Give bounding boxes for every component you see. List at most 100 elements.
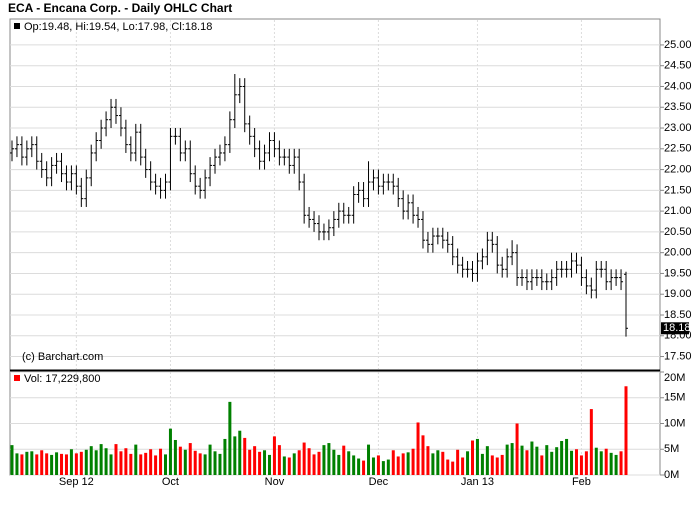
y-tick-label: 23.50 [664,101,692,113]
x-tick-label: Feb [572,476,591,488]
volume-bar [545,445,549,475]
y-tick-label: 19.00 [664,288,692,300]
volume-bar [35,454,39,475]
volume-bar [149,449,153,475]
volume-bar [193,450,197,475]
volume-bar [515,423,519,475]
volume-bar [60,453,64,475]
volume-bar [396,456,400,475]
volume-bar [376,455,380,475]
volume-bar [599,451,603,475]
volume-bar [258,451,262,475]
volume-bar [431,453,435,475]
y-tick-label: 10M [664,417,685,429]
volume-bar [381,461,385,475]
y-tick-label: 25.00 [664,39,692,51]
volume-bar [208,444,212,475]
grid-layer [10,20,664,476]
volume-bar [64,454,68,475]
price-legend: Op:19.48, Hi:19.54, Lo:17.98, Cl:18.18 [24,21,212,33]
volume-bar [188,443,192,475]
y-tick-label: 24.00 [664,80,692,92]
volume-bar [248,449,252,475]
volume-bar [471,440,474,475]
volume-bar [322,445,326,475]
volume-bar [411,448,415,475]
volume-bar [203,454,207,475]
volume-bar [426,446,430,475]
volume-bar [352,455,356,475]
volume-bar [570,450,574,475]
volume-bar [624,386,628,475]
volume-bar [282,456,286,475]
volume-bar [183,449,187,475]
volume-bar [589,409,593,475]
volume-bar [15,453,19,475]
volume-bar [594,447,598,475]
volume-bar [168,428,172,475]
volume-bar [50,454,54,475]
volume-bar [456,449,460,475]
volume-bar [584,451,588,475]
volume-bar [243,437,247,475]
volume-bar [74,453,78,475]
volume-bar [94,450,98,475]
volume-bar [253,446,257,475]
x-tick-label: Nov [265,476,285,488]
price-pane [9,18,661,371]
volume-bar [609,452,613,475]
volume-bar [367,444,371,475]
volume-bar [99,444,103,475]
volume-bar [441,451,445,475]
volume-bar [560,441,564,475]
volume-bar [223,438,227,475]
last-price-box [661,322,689,335]
volume-bar [198,453,202,475]
y-tick-label: 0M [664,469,679,481]
volume-bar [79,451,83,475]
y-tick-label: 22.00 [664,163,692,175]
volume-bar [139,454,143,475]
volume-bar [164,454,167,475]
volume-bar [178,446,182,475]
x-tick-label: Sep 12 [59,476,94,488]
y-tick-label: 22.50 [664,143,692,155]
y-tick-label: 20.50 [664,226,692,238]
watermark: (c) Barchart.com [22,351,103,363]
volume-bar [302,442,306,475]
volume-bar [421,435,425,475]
y-tick-label: 20.00 [664,247,692,259]
volume-bar [386,459,390,475]
y-tick-label: 18.50 [664,309,692,321]
volume-bar [267,454,271,475]
volume-bar [500,454,504,475]
y-tick-label: 20M [664,372,685,384]
volume-bar [614,454,618,475]
volume-bar [213,451,217,475]
volume-bar [25,451,29,475]
x-tick-label: Oct [162,476,179,488]
volume-bar [461,457,465,475]
volume-bar [436,450,440,475]
volume-bar [159,448,163,475]
volume-bar [490,455,494,475]
volume-bar [129,453,133,475]
y-tick-label: 17.50 [664,350,692,362]
volume-bar [550,451,554,475]
volume-bar [218,453,222,475]
volume-bar [337,454,341,475]
volume-bar [495,457,499,475]
volume-bar [173,439,177,475]
volume-legend: Vol: 17,229,800 [24,373,100,385]
legend-swatch [14,23,20,29]
volume-bar [416,422,420,475]
volume-bar [30,451,34,475]
volume-bar [342,445,346,475]
x-tick-label: Jan 13 [461,476,494,488]
volume-bar [312,454,316,475]
y-tick-label: 24.50 [664,60,692,72]
volume-bar [475,438,479,475]
volume-bar [134,444,138,475]
volume-bar [45,453,49,475]
volume-bar [55,452,59,475]
